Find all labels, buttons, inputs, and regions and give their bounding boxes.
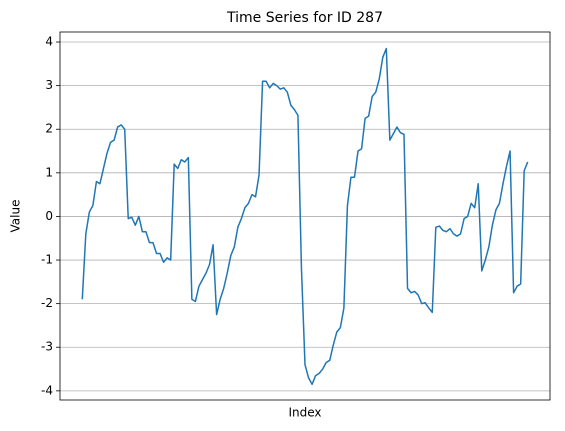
y-tick-label: 0 <box>45 209 53 223</box>
y-tick-label: 4 <box>45 35 53 49</box>
plot-frame <box>59 31 551 401</box>
y-tick-label: -3 <box>41 340 53 354</box>
y-axis-label: Value <box>9 200 23 233</box>
y-tick-label: -1 <box>41 253 53 267</box>
chart-title: Time Series for ID 287 <box>226 10 383 26</box>
y-tick-label: -2 <box>41 296 53 310</box>
y-tick-label: 1 <box>45 165 53 179</box>
y-tick-label: -4 <box>41 383 53 397</box>
y-tick-label: 3 <box>45 78 53 92</box>
x-axis-label: Index <box>288 406 321 420</box>
series-line <box>81 47 529 386</box>
y-tick-label: 2 <box>45 122 53 136</box>
